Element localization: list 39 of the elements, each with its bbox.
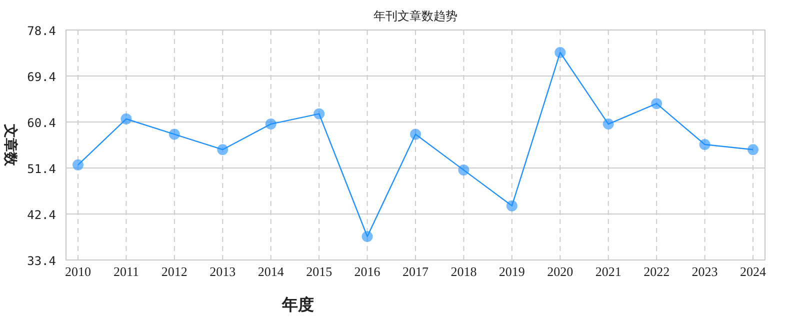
point [602,118,614,130]
x-tick-label: 2019 [498,264,525,279]
x-axis-title: 年度 [281,295,314,314]
chart-title: 年刊文章数趋势 [374,9,458,23]
x-tick-label: 2013 [210,264,236,279]
point [217,144,228,156]
point [265,118,276,130]
point [748,144,758,156]
point [506,200,518,212]
x-tick-label: 2021 [595,264,622,279]
point [314,108,325,120]
point [120,113,132,124]
point [168,128,180,140]
x-tick-label: 2022 [644,264,670,279]
point [458,164,470,176]
point [699,138,710,150]
x-tick-label: 2020 [547,264,574,279]
point [72,159,84,170]
point [554,46,566,58]
x-tick-label: 2023 [692,264,718,279]
point [651,98,662,110]
y-tick-label: 69.4 [27,70,56,84]
x-tick-label: 2024 [740,264,766,279]
point [410,128,421,140]
x-tick-label: 2010 [65,264,91,279]
y-tick-label: 42.4 [27,208,56,222]
y-tick-label: 60.4 [27,116,56,130]
y-tick-label: 51.4 [27,162,56,176]
y-tick-label: 33.4 [27,254,56,268]
x-tick-label: 2015 [306,264,332,279]
x-tick-label: 2016 [354,264,381,279]
x-tick-label: 2011 [113,264,139,279]
y-axis-title: 文章数 [2,123,19,167]
x-tick-label: 2012 [161,264,188,279]
x-tick-label: 2017 [402,264,429,279]
point [362,230,373,242]
x-tick-label: 2014 [258,264,284,279]
y-tick-label: 78.4 [27,24,56,38]
x-tick-label: 2018 [450,264,477,279]
